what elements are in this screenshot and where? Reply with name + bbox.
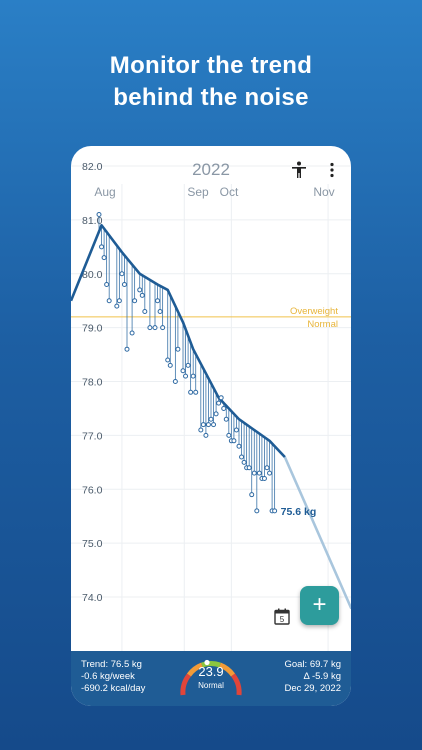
summary-bar: Trend: 76.5 kg -0.6 kg/week -690.2 kcal/…	[71, 651, 351, 706]
weight-chart[interactable]: 82.0 81.0 80.0 79.0 78.0 77.0 76.0 75.0 74.0 Aug S…	[71, 146, 351, 651]
weight-point	[142, 308, 148, 314]
x-tick-label: Sep	[187, 185, 209, 199]
y-tick-label: 82.0	[82, 161, 103, 173]
year-label: 2022	[192, 160, 230, 179]
threshold-label-above: Overweight	[290, 306, 338, 317]
weight-point	[165, 357, 171, 363]
weight-point	[231, 438, 237, 444]
weight-point	[185, 362, 191, 368]
y-tick-label: 81.0	[82, 215, 103, 227]
weight-point	[180, 368, 186, 374]
weight-point	[101, 255, 107, 261]
trend-value: Trend: 76.5 kg	[81, 659, 142, 670]
weight-point	[236, 443, 242, 449]
weight-point	[96, 211, 102, 217]
weight-point	[147, 325, 153, 331]
weight-point	[139, 292, 145, 298]
y-tick-label: 77.0	[82, 430, 103, 442]
weight-point	[119, 271, 125, 277]
gauge-indicator	[204, 659, 210, 666]
y-tick-label: 74.0	[82, 592, 103, 604]
weight-point	[241, 459, 247, 465]
y-tick-label: 79.0	[82, 323, 103, 335]
goal-value: Goal: 69.7 kg	[284, 659, 341, 670]
weight-point	[216, 400, 222, 406]
y-tick-label: 80.0	[82, 269, 103, 281]
y-tick-label: 76.0	[82, 484, 103, 496]
trend-projection	[283, 455, 351, 610]
x-tick-label: Oct	[220, 185, 239, 199]
weight-point	[175, 346, 181, 352]
goal-delta: Δ -5.9 kg	[303, 671, 341, 682]
weight-point	[200, 422, 206, 428]
last-value-label: 75.6 kg	[281, 506, 317, 518]
x-tick-label: Aug	[94, 185, 115, 199]
threshold-label-below: Normal	[307, 319, 338, 330]
goal-summary: Goal: 69.7 kg Δ -5.9 kg Dec 29, 2022	[284, 659, 341, 695]
weekly-rate: -0.6 kg/week	[81, 671, 135, 682]
weight-point	[137, 287, 143, 293]
weight-point	[183, 373, 189, 379]
weight-point	[190, 373, 196, 379]
headline-line-2: behind the noise	[113, 84, 309, 111]
weight-point	[203, 432, 209, 438]
x-tick-label: Nov	[313, 185, 334, 199]
trend-line	[71, 223, 286, 458]
weight-point	[160, 325, 166, 331]
weight-point	[172, 379, 178, 385]
weight-point	[256, 470, 262, 476]
headline: Monitor the trend behind the noise	[0, 50, 422, 114]
weight-point	[152, 325, 158, 331]
weight-point	[106, 298, 112, 304]
headline-line-1: Monitor the trend	[109, 52, 313, 79]
weight-point	[233, 427, 239, 433]
weight-point	[129, 330, 135, 336]
weight-point	[213, 411, 219, 417]
bmi-value: 23.9	[198, 664, 224, 679]
weight-point	[205, 422, 211, 428]
weight-point	[226, 432, 232, 438]
accessibility-icon[interactable]	[291, 161, 307, 179]
trend-summary: Trend: 76.5 kg -0.6 kg/week -690.2 kcal/…	[81, 659, 145, 695]
weight-point	[221, 405, 227, 411]
weight-point	[104, 282, 110, 288]
weight-point	[239, 454, 245, 460]
calendar-icon[interactable]: 5	[274, 608, 290, 625]
weight-point	[124, 346, 130, 352]
weight-point	[155, 298, 161, 304]
weight-point	[267, 470, 273, 476]
weight-point	[254, 508, 260, 514]
weight-point	[132, 298, 138, 304]
kcal-rate: -690.2 kcal/day	[81, 683, 146, 694]
weight-point	[114, 303, 120, 309]
bmi-category: Normal	[198, 681, 224, 690]
y-tick-label: 75.0	[82, 538, 103, 550]
calendar-day: 5	[280, 615, 285, 624]
weight-point	[246, 465, 252, 471]
weight-point	[261, 476, 267, 482]
y-tick-label: 78.0	[82, 377, 103, 389]
goal-date: Dec 29, 2022	[284, 683, 341, 694]
phone-screen: 82.0 81.0 80.0 79.0 78.0 77.0 76.0 75.0 74.0 Aug S…	[71, 146, 351, 706]
weight-point	[116, 298, 122, 304]
weight-point	[167, 362, 173, 368]
more-vert-icon[interactable]	[328, 162, 336, 178]
weight-point	[198, 427, 204, 433]
weight-point	[264, 465, 270, 471]
weight-point	[121, 282, 127, 288]
weight-point	[188, 389, 194, 395]
weight-point	[157, 308, 163, 314]
weight-point	[99, 244, 105, 250]
weight-point	[251, 470, 257, 476]
weight-point	[211, 422, 217, 428]
weight-point	[218, 395, 224, 401]
weight-point	[223, 416, 229, 422]
weight-point	[208, 416, 214, 422]
weight-point	[249, 492, 255, 498]
bmi-gauge[interactable]: 23.9 Normal	[174, 653, 248, 703]
weight-point	[193, 389, 199, 395]
weight-point	[272, 508, 278, 514]
add-entry-button[interactable]: +	[300, 586, 339, 625]
